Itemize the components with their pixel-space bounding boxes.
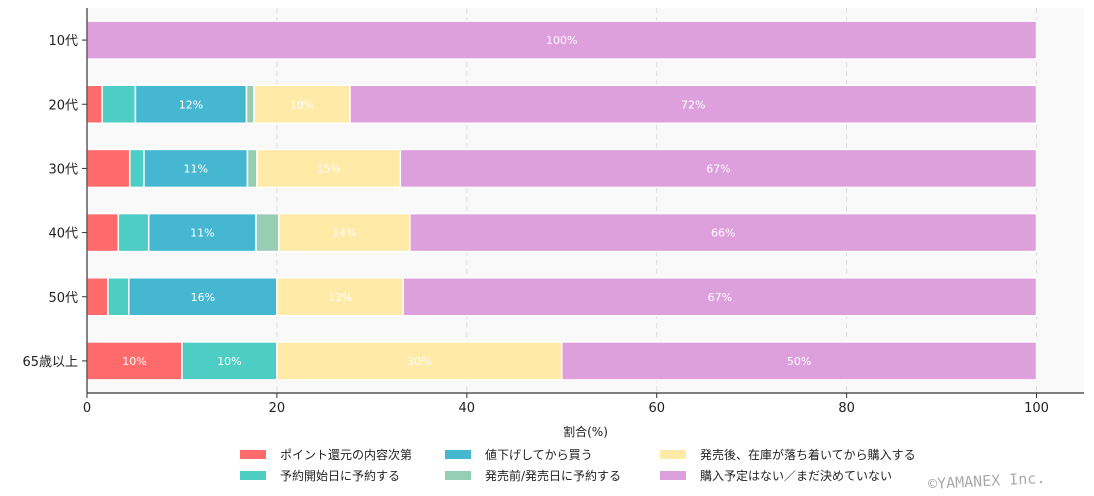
data-label: 10% [290, 98, 314, 111]
legend-item: 発売後、在庫が落ち着いてから購入する [660, 446, 960, 463]
legend-item: 値下げしてから買う [445, 446, 660, 463]
bar-segment [86, 212, 120, 253]
y-tick-label: 50代 [48, 291, 78, 306]
data-label: 13% [328, 291, 352, 304]
legend-label: ポイント還元の内容次第 [280, 448, 413, 462]
data-label: 67% [708, 291, 732, 304]
legend-swatch [660, 450, 686, 459]
bar-segment [128, 277, 278, 317]
bar-segment [255, 212, 280, 253]
bar-segment [86, 20, 1038, 60]
x-tick-label: 100 [1024, 401, 1049, 416]
legend-item: 発売前/発売日に予約する [445, 467, 660, 484]
legend-swatch [660, 471, 686, 480]
bar-segment [134, 84, 248, 124]
plot-background [87, 8, 1084, 393]
bar-segment [101, 84, 137, 124]
bar-segment [86, 148, 131, 189]
bar-segment [86, 277, 109, 317]
legend-label: 購入予定はない／まだ決めていない [700, 469, 893, 483]
legend-label: 発売前/発売日に予約する [485, 469, 622, 483]
y-tick-label: 40代 [48, 227, 78, 242]
data-label: 15% [316, 162, 340, 175]
data-label: 16% [191, 291, 215, 304]
x-tick-label: 60 [648, 401, 665, 416]
x-tick-label: 80 [838, 401, 855, 416]
data-label: 66% [711, 227, 735, 240]
x-tick-label: 20 [269, 401, 286, 416]
bar-segment [278, 212, 411, 253]
bar-segment [128, 148, 145, 189]
data-label: 72% [681, 98, 705, 111]
data-label: 100% [546, 34, 577, 47]
data-label: 50% [787, 355, 811, 368]
data-label: 10% [217, 355, 241, 368]
legend-swatch [445, 471, 471, 480]
data-label: 67% [706, 162, 730, 175]
bar-segment [409, 212, 1038, 253]
data-label: 10% [122, 355, 146, 368]
legend-label: 発売後、在庫が落ち着いてから購入する [700, 448, 916, 462]
data-label: 11% [190, 227, 214, 240]
bar-segment [561, 341, 1038, 381]
legend-label: 予約開始日に予約する [280, 469, 401, 483]
legend-item: 予約開始日に予約する [240, 467, 445, 484]
x-tick-label: 0 [83, 401, 91, 416]
legend-item: ポイント還元の内容次第 [240, 446, 445, 463]
x-axis-label: 割合(%) [563, 424, 608, 439]
data-label: 12% [179, 98, 203, 111]
legend-swatch [240, 450, 266, 459]
x-tick-label: 40 [459, 401, 476, 416]
data-label: 11% [183, 162, 207, 175]
bar-segment [245, 84, 255, 124]
bar-segment [349, 84, 1038, 124]
data-label: 30% [407, 355, 431, 368]
legend-swatch [240, 471, 266, 480]
bar-segment [147, 212, 257, 253]
y-tick-label: 20代 [48, 98, 78, 113]
data-label: 14% [332, 227, 356, 240]
bar-segment [402, 277, 1038, 317]
legend: ポイント還元の内容次第 値下げしてから買う 発売後、在庫が落ち着いてから購入する予約… [240, 446, 960, 484]
legend-item: 購入予定はない／まだ決めていない [660, 467, 960, 484]
legend-swatch [445, 450, 471, 459]
legend-label: 値下げしてから買う [485, 448, 593, 462]
bar-segment [107, 277, 130, 317]
y-tick-label: 65歳以上 [22, 355, 78, 370]
bar-segment [117, 212, 150, 253]
y-tick-label: 10代 [48, 34, 78, 49]
bar-segment [246, 148, 258, 189]
bar-segment [276, 277, 404, 317]
bar-segment [399, 148, 1038, 189]
bar-segment [86, 84, 103, 124]
y-tick-label: 30代 [48, 162, 78, 177]
